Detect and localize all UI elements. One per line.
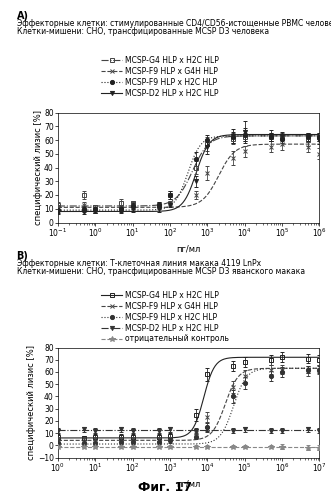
Y-axis label: специфический лизис [%]: специфический лизис [%]: [34, 110, 43, 225]
Y-axis label: специфический лизис [%]: специфический лизис [%]: [27, 345, 36, 460]
Text: А): А): [17, 11, 28, 21]
X-axis label: пг/мл: пг/мл: [176, 480, 201, 488]
Text: B): B): [17, 251, 28, 261]
Legend: MCSP-G4 HLP x H2C HLP, MCSP-F9 HLP x G4H HLP, MCSP-F9 HLP x H2C HLP, MCSP-D2 HLP: MCSP-G4 HLP x H2C HLP, MCSP-F9 HLP x G4H…: [101, 291, 229, 344]
Text: Фиг. 17: Фиг. 17: [138, 481, 193, 494]
Text: Эффекторные клетки: Т-клеточная линия макака 4119 LnPx: Эффекторные клетки: Т-клеточная линия ма…: [17, 259, 261, 268]
X-axis label: пг/мл: пг/мл: [176, 244, 201, 254]
Legend: MCSP-G4 HLP x H2C HLP, MCSP-F9 HLP x G4H HLP, MCSP-F9 HLP x H2C HLP, MCSP-D2 HLP: MCSP-G4 HLP x H2C HLP, MCSP-F9 HLP x G4H…: [101, 56, 219, 98]
Text: Клетки-мишени: CHO, трансфицированные MCSP D3 яванского макака: Клетки-мишени: CHO, трансфицированные MC…: [17, 267, 305, 276]
Text: Эффекторные клетки: стимулированные CD4/CD56-истощенные PBMC человека: Эффекторные клетки: стимулированные CD4/…: [17, 19, 331, 28]
Text: Клетки-мишени: CHO, трансфицированные MCSP D3 человека: Клетки-мишени: CHO, трансфицированные MC…: [17, 27, 269, 36]
